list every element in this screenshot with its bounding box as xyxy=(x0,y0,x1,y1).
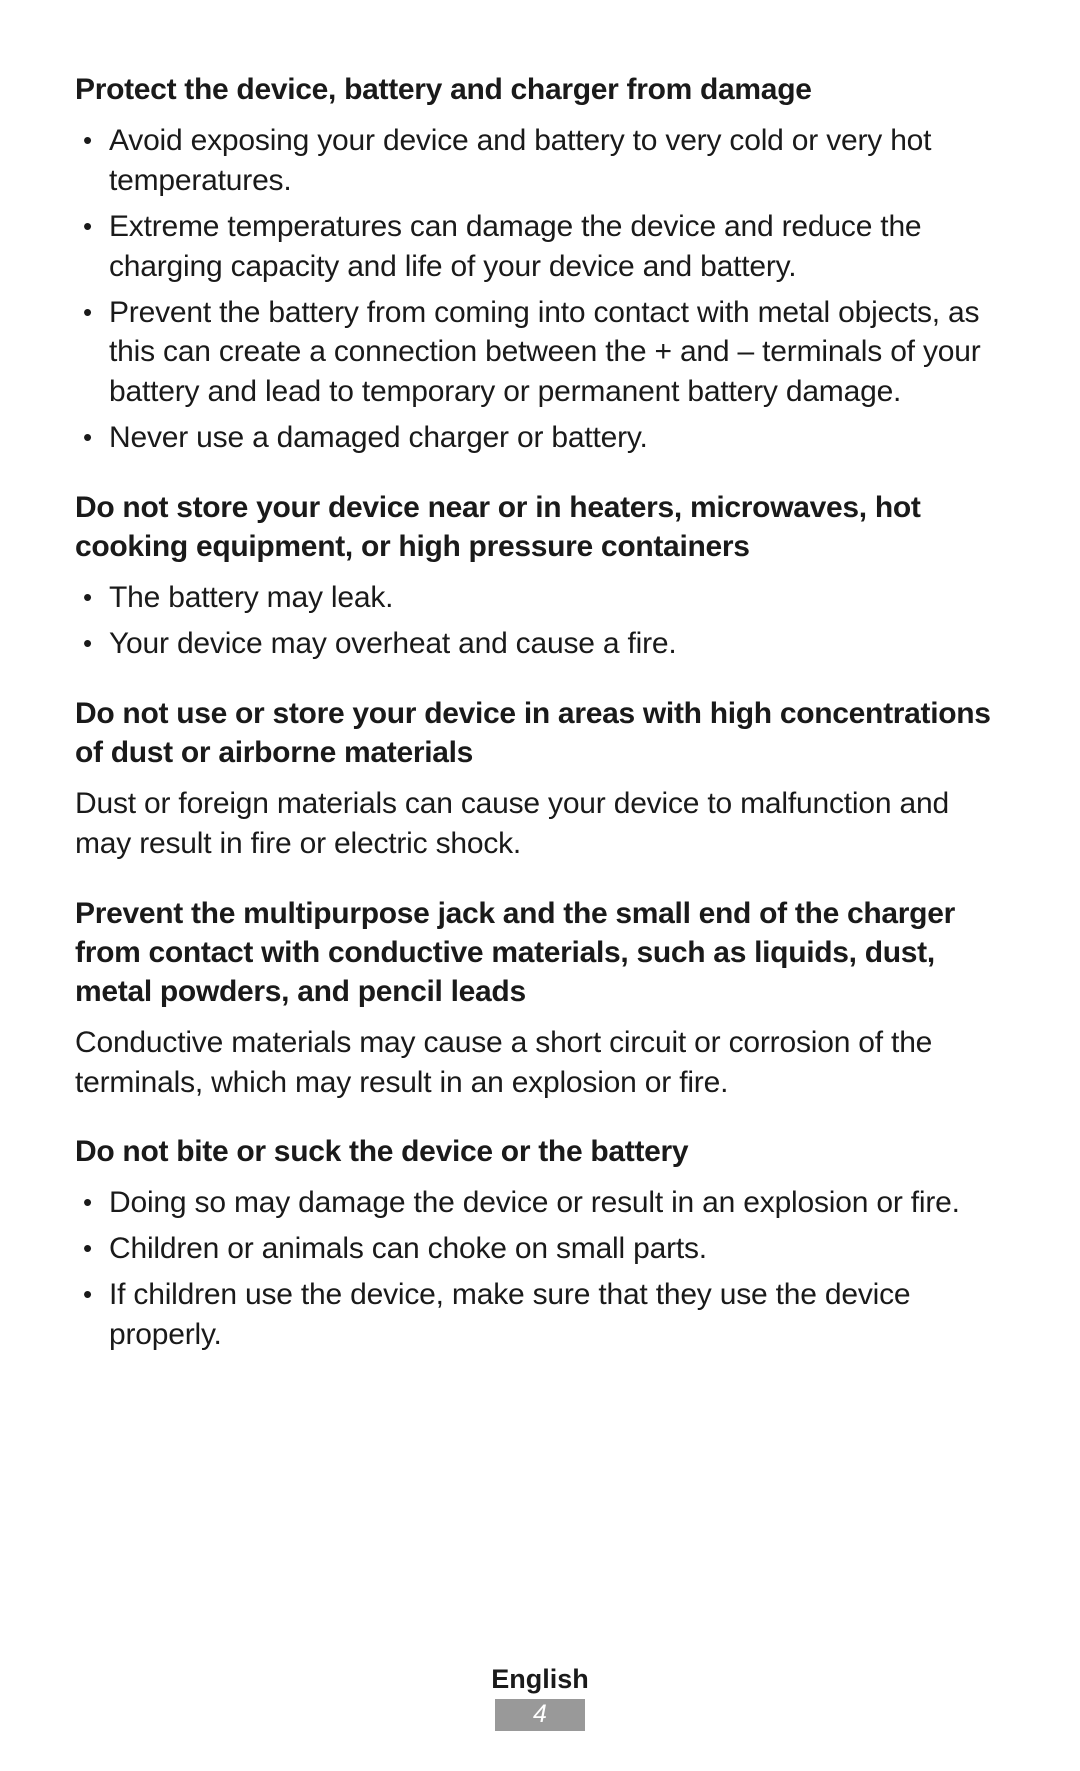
section-no-heaters: Do not store your device near or in heat… xyxy=(75,488,1005,664)
document-page: Protect the device, battery and charger … xyxy=(0,0,1080,1771)
list-item: Doing so may damage the device or result… xyxy=(75,1183,1005,1223)
footer-language: English xyxy=(0,1664,1080,1695)
list-item: Extreme temperatures can damage the devi… xyxy=(75,207,1005,287)
heading: Do not store your device near or in heat… xyxy=(75,488,1005,566)
bullet-list: Avoid exposing your device and battery t… xyxy=(75,121,1005,458)
bullet-list: The battery may leak. Your device may ov… xyxy=(75,578,1005,664)
list-item: Children or animals can choke on small p… xyxy=(75,1229,1005,1269)
list-item: Avoid exposing your device and battery t… xyxy=(75,121,1005,201)
bullet-list: Doing so may damage the device or result… xyxy=(75,1183,1005,1355)
list-item: Your device may overheat and cause a fir… xyxy=(75,624,1005,664)
paragraph: Conductive materials may cause a short c… xyxy=(75,1023,1005,1103)
list-item: Never use a damaged charger or battery. xyxy=(75,418,1005,458)
footer-page-number: 4 xyxy=(495,1699,585,1731)
heading: Prevent the multipurpose jack and the sm… xyxy=(75,894,1005,1011)
heading: Do not use or store your device in areas… xyxy=(75,694,1005,772)
paragraph: Dust or foreign materials can cause your… xyxy=(75,784,1005,864)
section-protect-device: Protect the device, battery and charger … xyxy=(75,70,1005,458)
list-item: The battery may leak. xyxy=(75,578,1005,618)
page-footer: English 4 xyxy=(0,1664,1080,1731)
heading: Protect the device, battery and charger … xyxy=(75,70,1005,109)
list-item: Prevent the battery from coming into con… xyxy=(75,293,1005,413)
list-item: If children use the device, make sure th… xyxy=(75,1275,1005,1355)
heading: Do not bite or suck the device or the ba… xyxy=(75,1132,1005,1171)
section-multipurpose-jack: Prevent the multipurpose jack and the sm… xyxy=(75,894,1005,1103)
section-bite-suck: Do not bite or suck the device or the ba… xyxy=(75,1132,1005,1355)
section-dust: Do not use or store your device in areas… xyxy=(75,694,1005,864)
